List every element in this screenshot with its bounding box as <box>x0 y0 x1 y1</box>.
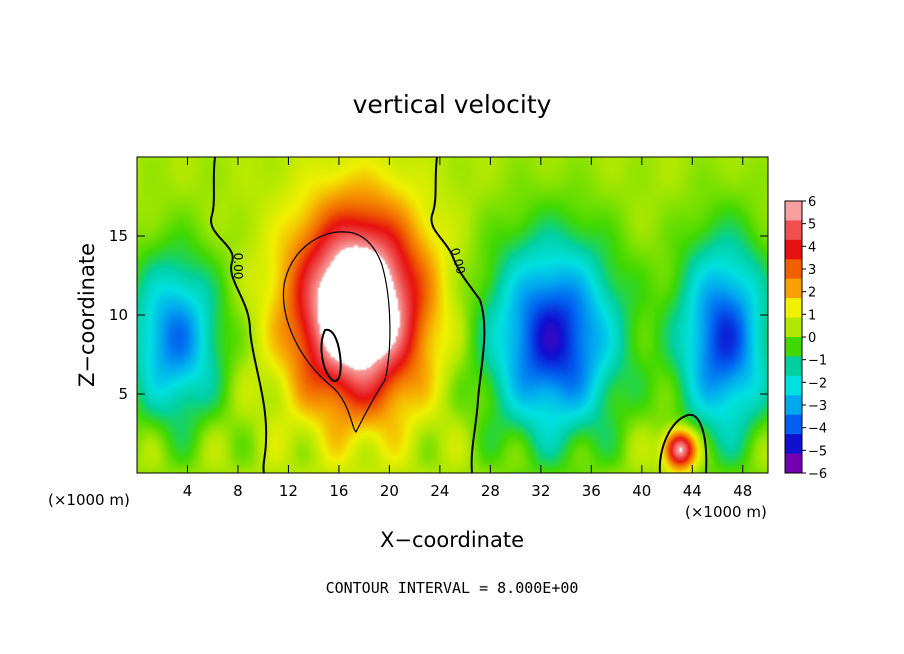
x-tick-label: 8 <box>233 482 243 500</box>
colorbar-label: −2 <box>808 376 827 391</box>
colorbar-swatch <box>785 220 802 241</box>
contour-line-left <box>210 157 268 473</box>
contour-inner-updraft <box>282 231 391 433</box>
contour-bubble-right <box>658 413 708 473</box>
contour-line-right <box>430 157 486 473</box>
zero-contours <box>210 157 708 473</box>
plot-area <box>137 157 768 473</box>
x-tick-label: 48 <box>733 482 752 500</box>
y-axis-label: Z−coordinate <box>75 243 99 387</box>
chart-title: vertical velocity <box>353 90 552 119</box>
x-tick-label: 32 <box>531 482 550 500</box>
colorbar-swatch <box>785 395 802 416</box>
colorbar-label: 4 <box>808 240 816 255</box>
x-tick-label: 12 <box>279 482 298 500</box>
y-tick-label: 10 <box>109 306 128 324</box>
colorbar-swatch <box>785 239 802 260</box>
x-tick-label: 20 <box>380 482 399 500</box>
x-tick-label: 16 <box>329 482 348 500</box>
colorbar-label: −1 <box>808 354 827 369</box>
colorbar-swatch <box>785 201 802 221</box>
colorbar-label: 2 <box>808 286 816 301</box>
colorbar-swatch <box>785 337 802 357</box>
colorbar-label: −4 <box>808 422 827 437</box>
velocity-field <box>137 157 768 473</box>
x-axis-ticks: 4 8 12 16 20 24 28 32 36 40 44 48 <box>183 157 752 500</box>
colorbar-label: 6 <box>808 195 816 210</box>
colorbar-label: 3 <box>808 263 816 278</box>
colorbar-swatch <box>785 434 802 455</box>
colorbar: 6 5 4 3 2 1 0 −1 −2 −3 −4 −5 −6 <box>784 195 827 482</box>
x-axis-label: X−coordinate <box>380 528 524 552</box>
x-tick-label: 28 <box>481 482 500 500</box>
x-tick-label: 44 <box>683 482 702 500</box>
colorbar-swatch <box>785 317 802 338</box>
colorbar-swatch <box>785 414 802 435</box>
colorbar-swatch <box>785 278 802 299</box>
colorbar-label: −3 <box>808 399 827 414</box>
colorbar-swatch <box>785 298 802 319</box>
colorbar-label: 5 <box>808 218 816 233</box>
x-scale-note: (×1000 m) <box>48 491 130 509</box>
colorbar-label: −6 <box>808 467 827 482</box>
y-tick-label: 5 <box>118 385 128 403</box>
colorbar-swatch <box>785 453 802 474</box>
x-tick-label: 24 <box>430 482 449 500</box>
x-tick-label: 4 <box>183 482 193 500</box>
x-tick-label: 40 <box>632 482 651 500</box>
contour-labels: 0.00 0.00 <box>231 246 468 279</box>
y-scale-note: (×1000 m) <box>685 503 767 521</box>
colorbar-swatch <box>785 356 802 377</box>
colorbar-swatch <box>785 375 802 396</box>
contour-core-updraft <box>320 328 342 382</box>
colorbar-swatch <box>785 259 802 280</box>
colorbar-label: 1 <box>808 308 816 323</box>
contour-label: 0.00 <box>231 253 245 280</box>
colorbar-label: 0 <box>808 331 816 346</box>
colorbar-label: −5 <box>808 444 827 459</box>
contour-interval-note: CONTOUR INTERVAL = 8.000E+00 <box>326 579 579 597</box>
y-tick-label: 15 <box>109 227 128 245</box>
x-tick-label: 36 <box>582 482 601 500</box>
y-axis-ticks: 5 10 15 <box>109 227 768 403</box>
contour-label: 0.00 <box>448 246 468 275</box>
